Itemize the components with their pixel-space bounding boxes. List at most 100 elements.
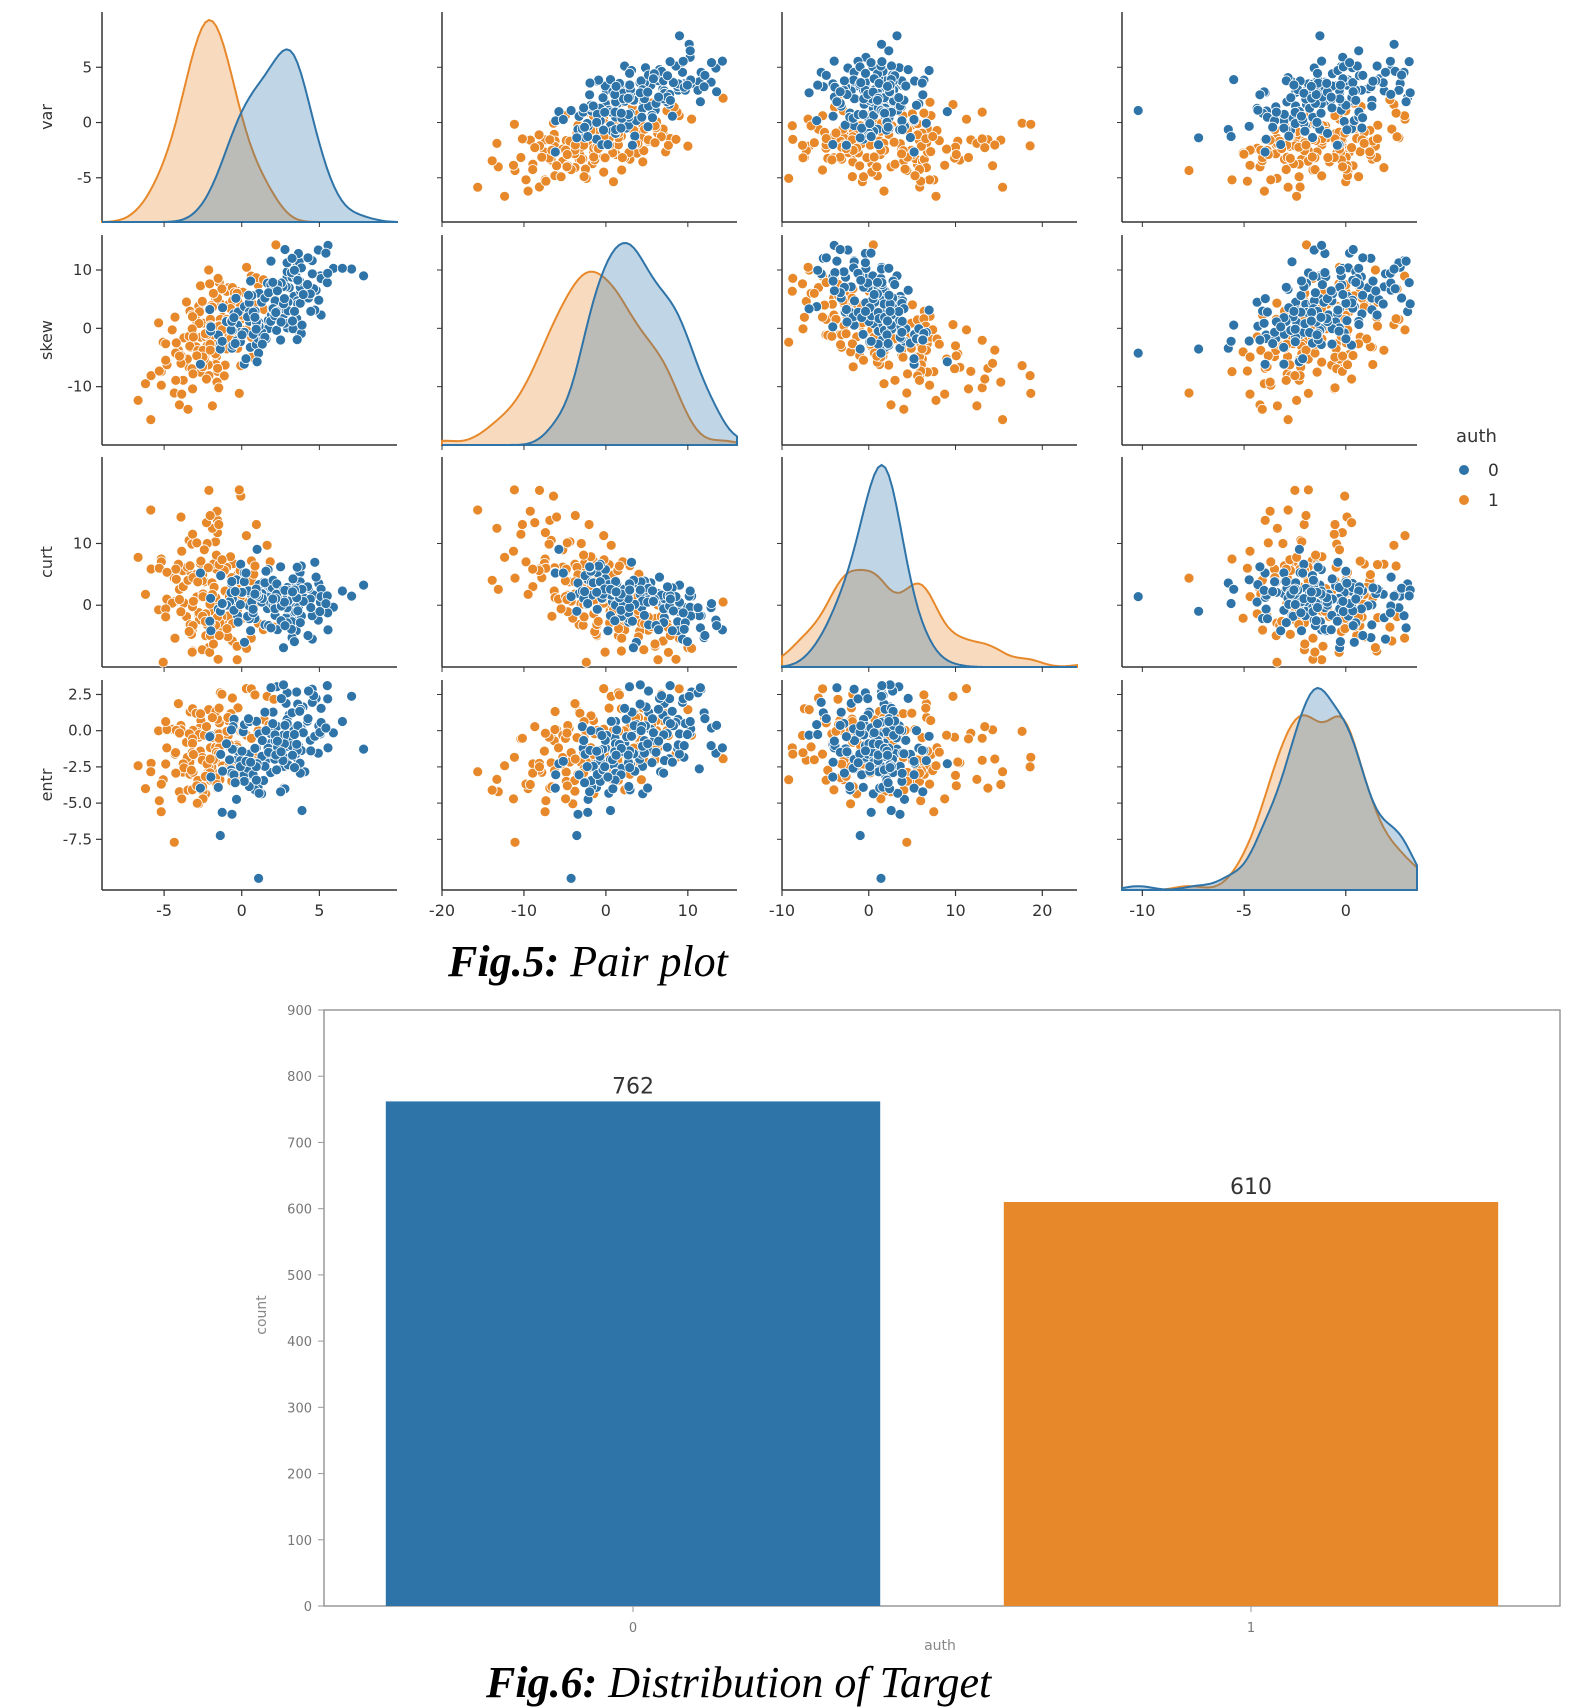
point-auth-0 [1305,315,1317,327]
figure-6-caption: Fig.6: Distribution of Target [486,1657,991,1708]
point-auth-0 [615,122,627,134]
point-auth-1 [1284,629,1296,640]
point-auth-0 [292,274,304,286]
point-auth-0 [705,740,717,751]
point-auth-1 [1272,522,1283,534]
point-auth-1 [1358,137,1370,149]
point-auth-1 [1367,359,1379,370]
point-auth-0 [658,767,669,779]
point-auth-0 [596,730,608,741]
point-auth-1 [939,159,951,171]
point-auth-0 [923,304,935,316]
point-auth-0 [855,720,867,732]
bar-y-tick-label: 300 [287,1401,312,1416]
point-auth-0 [882,81,893,92]
point-auth-1 [826,154,838,166]
point-auth-1 [204,510,216,521]
point-auth-0 [647,713,658,725]
point-auth-0 [265,682,277,694]
point-auth-1 [549,706,561,717]
point-auth-1 [1272,400,1283,412]
point-auth-1 [509,751,520,763]
point-auth-0 [711,620,722,631]
point-auth-0 [883,716,895,727]
point-auth-0 [263,287,275,299]
point-auth-0 [835,706,847,718]
y-tick-label: 2.5 [68,685,92,703]
point-auth-0 [585,725,597,736]
point-auth-1 [797,139,808,151]
y-tick-label: -5 [77,169,92,187]
point-auth-0 [857,109,869,120]
y-axis-label-var: var [37,104,56,130]
point-auth-0 [872,276,883,288]
point-auth-0 [1312,602,1323,613]
point-auth-1 [169,632,181,644]
legend-title: auth [1456,426,1497,447]
point-auth-0 [1340,565,1352,577]
point-auth-1 [889,374,901,386]
point-auth-1 [616,632,628,644]
point-auth-0 [229,777,241,789]
point-auth-0 [1289,599,1301,610]
point-auth-1 [1298,519,1310,530]
point-auth-0 [232,616,244,628]
point-auth-0 [275,746,287,758]
point-auth-0 [1193,132,1204,144]
point-auth-0 [1333,325,1345,337]
point-auth-0 [852,757,864,769]
point-auth-1 [603,702,615,714]
point-auth-1 [185,764,197,776]
point-auth-0 [1305,81,1317,92]
point-auth-0 [557,114,569,125]
pair-plot-panels: 5 0 -5 var 10 0 -10 skew 10 0 curt 2.5 0.0 -2.5 -5.0 -7… [37,12,1418,920]
point-auth-0 [844,781,856,792]
point-auth-1 [808,754,820,766]
point-auth-1 [939,388,951,400]
panel-entr-entr: -10 -5 0 [1117,680,1418,920]
point-auth-0 [1295,290,1307,301]
point-auth-0 [267,276,279,288]
point-auth-0 [622,92,634,104]
point-auth-1 [153,317,165,329]
point-auth-0 [297,727,309,739]
point-auth-1 [1303,387,1314,399]
point-auth-0 [1377,298,1389,310]
point-auth-0 [205,321,217,333]
point-auth-1 [783,336,795,348]
point-auth-1 [509,836,521,848]
point-auth-1 [195,708,206,720]
point-auth-0 [857,782,869,793]
point-auth-0 [1267,338,1279,349]
point-auth-0 [662,70,673,82]
x-tick-label: -10 [769,901,795,920]
point-auth-0 [941,106,953,117]
point-auth-0 [812,264,824,276]
point-auth-0 [1356,122,1368,134]
point-auth-0 [1286,256,1298,268]
point-auth-0 [321,277,333,289]
point-auth-0 [666,705,678,717]
point-auth-0 [1341,315,1353,327]
point-auth-0 [1296,110,1307,122]
point-auth-0 [240,353,252,365]
point-auth-0 [1326,573,1338,585]
point-auth-0 [297,289,309,300]
point-auth-0 [661,741,673,753]
point-auth-1 [580,656,592,668]
point-auth-1 [847,171,858,183]
x-tick-label: 0 [237,901,247,920]
point-auth-0 [291,738,303,750]
point-auth-1 [553,742,564,754]
point-auth-0 [306,268,318,280]
point-auth-1 [181,296,192,308]
point-auth-0 [557,567,569,579]
point-auth-0 [875,873,887,884]
point-auth-0 [249,743,261,754]
point-auth-0 [205,625,217,637]
point-auth-1 [1316,170,1328,182]
point-auth-0 [1254,561,1266,573]
point-auth-0 [578,735,590,746]
point-auth-1 [883,359,895,371]
point-auth-1 [1337,350,1348,362]
